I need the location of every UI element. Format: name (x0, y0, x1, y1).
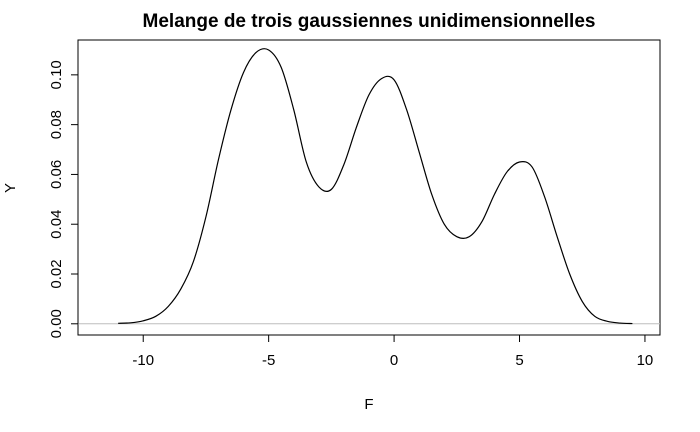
x-tick-label: -5 (262, 352, 275, 369)
plot-frame (77, 39, 661, 336)
x-tick-label: 5 (515, 352, 523, 369)
y-tick-label: 0.04 (48, 210, 65, 239)
y-axis-label: Y (2, 183, 19, 193)
x-axis: -10 -5 0 5 10 (132, 334, 654, 369)
x-axis-label: F (364, 396, 373, 413)
x-tick-label: 10 (637, 352, 654, 369)
y-axis: 0.00 0.02 0.04 0.06 0.08 0.10 (48, 60, 79, 338)
y-tick-label: 0.10 (48, 60, 65, 89)
y-tick-label: 0.00 (48, 309, 65, 338)
density-curve (118, 48, 633, 325)
chart-title: Melange de trois gaussiennes unidimensio… (143, 11, 596, 32)
y-tick-label: 0.06 (48, 160, 65, 189)
y-tick-label: 0.08 (48, 110, 65, 139)
y-tick-label: 0.02 (48, 259, 65, 288)
x-tick-label: -10 (132, 352, 154, 369)
x-tick-label: 0 (390, 352, 398, 369)
